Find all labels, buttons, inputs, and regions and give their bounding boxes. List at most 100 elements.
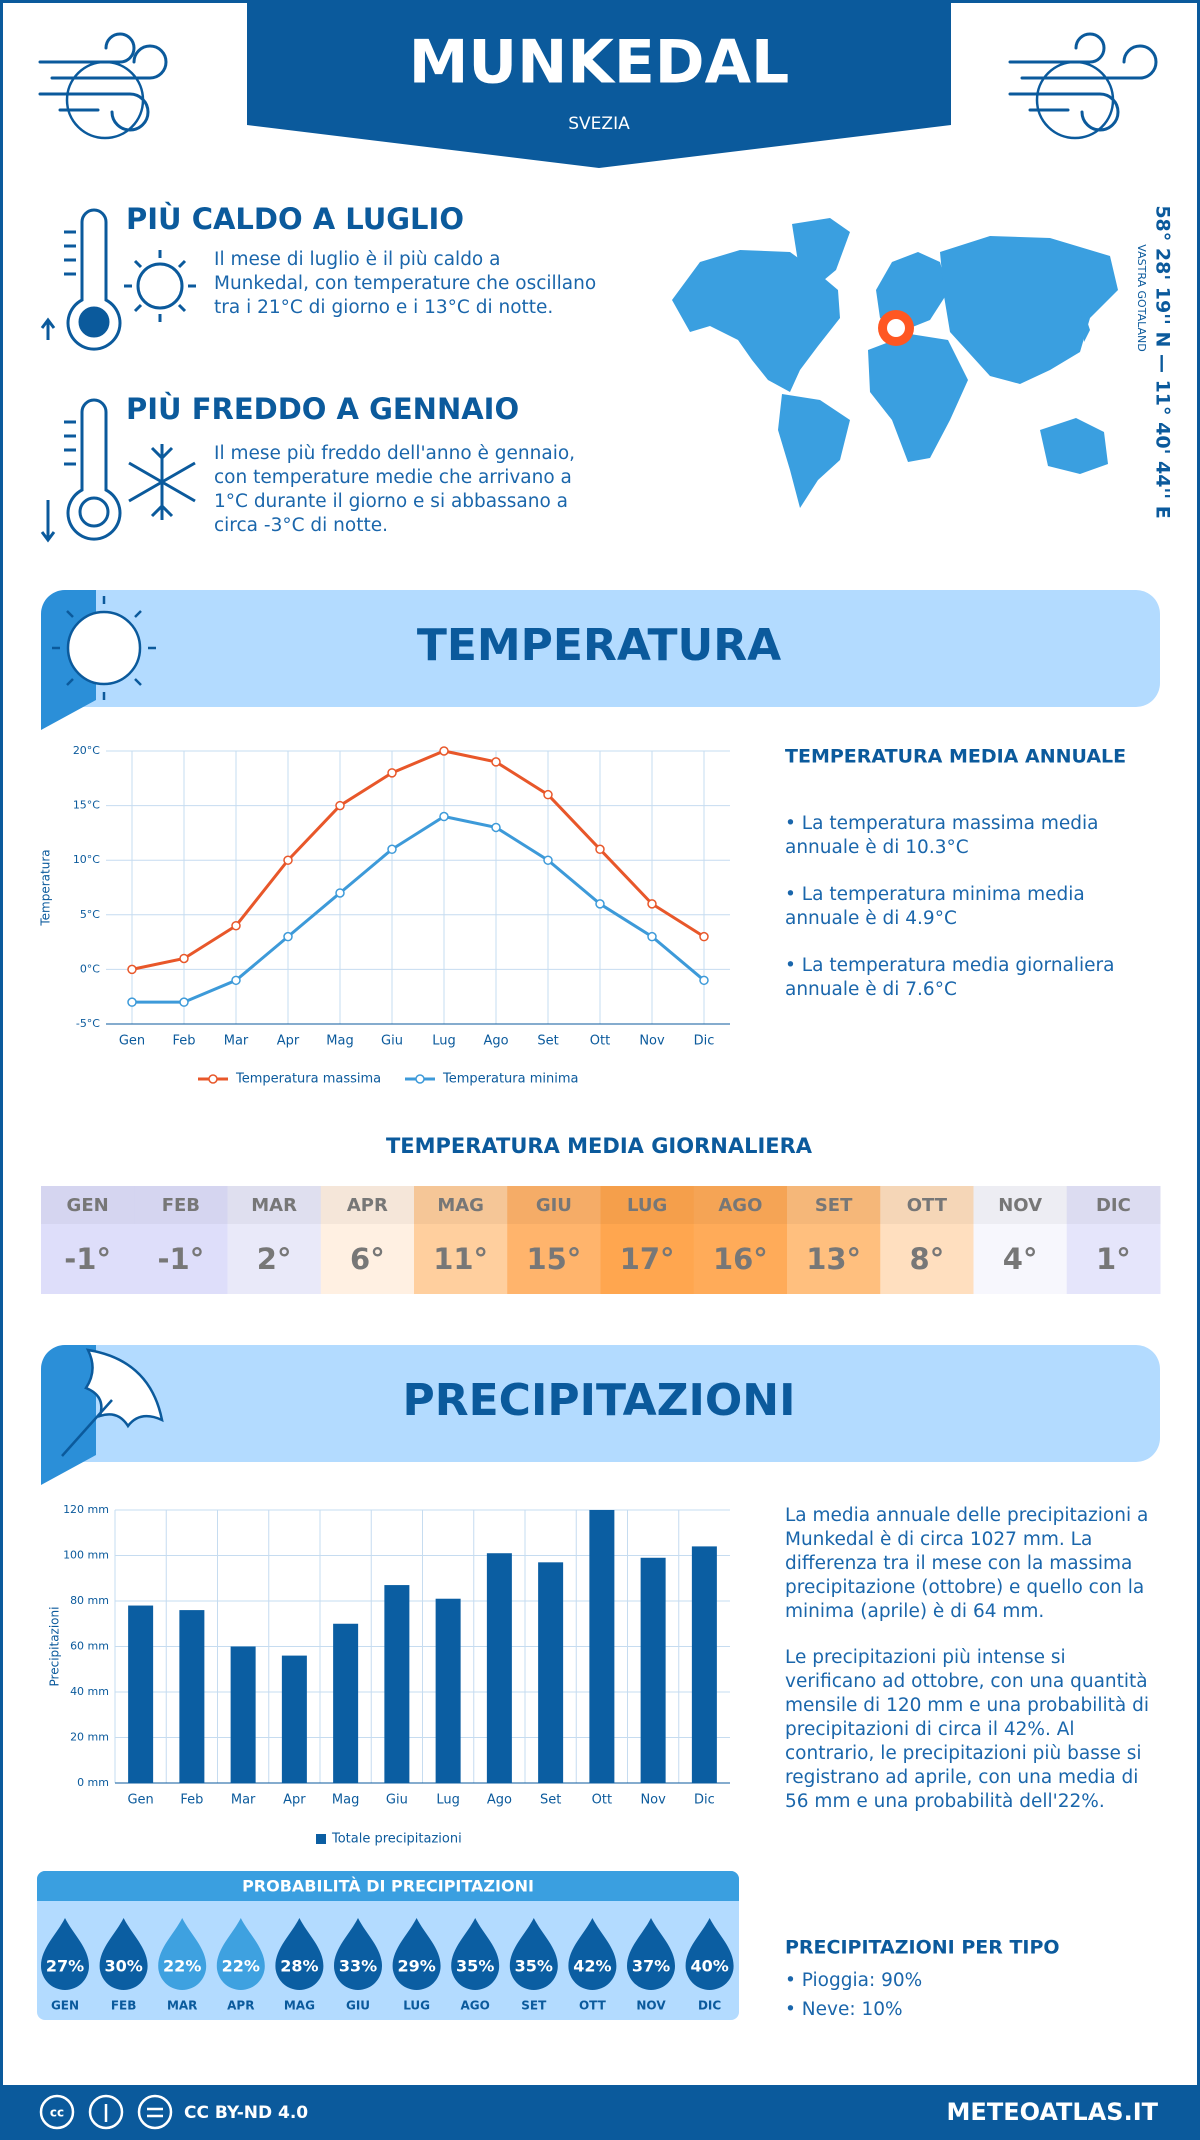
x-tick-label: Giu — [386, 1793, 408, 1808]
bar — [333, 1623, 359, 1783]
section-banner — [41, 1345, 1160, 1462]
table-cell — [973, 1186, 1068, 1294]
wind-icon — [1008, 32, 1158, 140]
x-tick-label: Ott — [592, 1793, 612, 1808]
table-month: MAR — [251, 1195, 297, 1216]
probability-drop — [685, 1918, 734, 1991]
table-value: 8° — [910, 1242, 945, 1276]
header-banner — [247, 0, 951, 168]
y-tick-label: 5°C — [80, 908, 100, 921]
line-point — [127, 964, 137, 975]
probability-value: 35% — [515, 1957, 553, 1976]
probability-month: OTT — [579, 1999, 607, 2013]
table-header-cell — [693, 1186, 788, 1224]
y-tick-label: 10°C — [73, 853, 100, 866]
probability-drop — [451, 1918, 500, 1991]
probability-drop — [158, 1918, 207, 1991]
table-value: 6° — [350, 1242, 385, 1276]
table-cell — [507, 1186, 601, 1294]
probability-month: AGO — [461, 1999, 490, 2013]
bar — [384, 1585, 410, 1783]
section-title: TEMPERATURA — [417, 620, 781, 671]
line-point — [491, 822, 501, 833]
y-tick-label: 20°C — [73, 744, 100, 757]
bar — [179, 1610, 205, 1783]
probability-drop — [392, 1918, 441, 1991]
x-tick-label: Mar — [224, 1034, 249, 1049]
probability-month: GIU — [346, 1999, 370, 2013]
probability-month: GEN — [51, 1999, 79, 2013]
table-cell — [227, 1186, 322, 1294]
table-month: NOV — [998, 1195, 1042, 1216]
line-point — [335, 800, 345, 811]
table-header-cell — [1066, 1186, 1161, 1224]
line-point — [179, 953, 189, 964]
title: MUNKEDAL — [409, 28, 790, 98]
x-tick-label: Mar — [231, 1793, 256, 1808]
line-point — [543, 855, 553, 865]
table-cell — [1066, 1186, 1161, 1294]
probability-value: 35% — [456, 1957, 494, 1976]
table-month: DIC — [1096, 1195, 1131, 1216]
table-value: 4° — [1003, 1242, 1038, 1276]
probability-value: 42% — [573, 1957, 611, 1976]
highlight-text: Il mese più freddo dell'anno è gennaio, … — [214, 443, 576, 536]
line-series — [131, 749, 705, 971]
table-month: GIU — [536, 1195, 572, 1216]
highlight-title: PIÙ CALDO A LUGLIO — [126, 202, 464, 236]
table-cell — [693, 1186, 788, 1294]
table-cell — [880, 1186, 974, 1294]
table-month: SET — [815, 1195, 853, 1216]
table-month: MAG — [437, 1195, 484, 1216]
x-tick-label: Nov — [640, 1793, 666, 1808]
table-header-cell — [973, 1186, 1068, 1224]
table-header-cell — [320, 1186, 415, 1224]
x-tick-label: Dic — [694, 1793, 715, 1808]
thermometer-cold-icon — [40, 398, 196, 543]
probability-value: 33% — [339, 1957, 377, 1976]
probability-month: NOV — [636, 1999, 666, 2013]
type-item: • Neve: 10% — [785, 1999, 903, 2020]
site[interactable]: METEOATLAS.IT — [947, 2098, 1159, 2126]
table-value: -1° — [64, 1242, 111, 1276]
bar — [691, 1546, 717, 1783]
probability-value: 22% — [163, 1957, 201, 1976]
probability-month: LUG — [403, 1999, 430, 2013]
probability-month: MAG — [284, 1999, 315, 2013]
line-point — [231, 920, 241, 931]
y-tick-label: 120 mm — [63, 1503, 109, 1516]
y-tick-label: 100 mm — [63, 1549, 109, 1562]
x-tick-label: Gen — [119, 1034, 145, 1049]
line-point — [491, 757, 501, 767]
banner-accent — [41, 1345, 96, 1485]
bar — [128, 1605, 154, 1783]
probability-value: 40% — [690, 1957, 728, 1976]
probability-value: 29% — [397, 1957, 435, 1976]
x-tick-label: Lug — [436, 1793, 460, 1808]
table-cell — [320, 1186, 415, 1294]
footer — [0, 2085, 1200, 2140]
table-header-cell — [507, 1186, 601, 1224]
table-header-cell — [600, 1186, 695, 1224]
line-point — [647, 931, 657, 942]
license: CC BY-ND 4.0 — [184, 2103, 308, 2123]
umbrella-icon — [61, 1348, 164, 1457]
x-tick-label: Dic — [694, 1034, 715, 1049]
legend-swatch-point — [208, 1074, 218, 1084]
x-tick-label: Feb — [172, 1034, 195, 1049]
x-tick-label: Feb — [180, 1793, 203, 1808]
table-value: 15° — [526, 1242, 581, 1276]
cc-icon-text: cc — [50, 2106, 64, 2120]
precipitation-text: Le precipitazioni più intense si verific… — [785, 1647, 1149, 1812]
x-tick-label: Set — [537, 1034, 558, 1049]
table-value: 13° — [806, 1242, 861, 1276]
legend-label: Temperatura minima — [442, 1072, 579, 1087]
table-value: 16° — [713, 1242, 768, 1276]
legend-swatch — [316, 1834, 326, 1844]
table-month: APR — [347, 1195, 388, 1216]
table-value: -1° — [158, 1242, 205, 1276]
y-tick-label: 0°C — [80, 962, 100, 975]
y-tick-label: 80 mm — [70, 1594, 109, 1607]
